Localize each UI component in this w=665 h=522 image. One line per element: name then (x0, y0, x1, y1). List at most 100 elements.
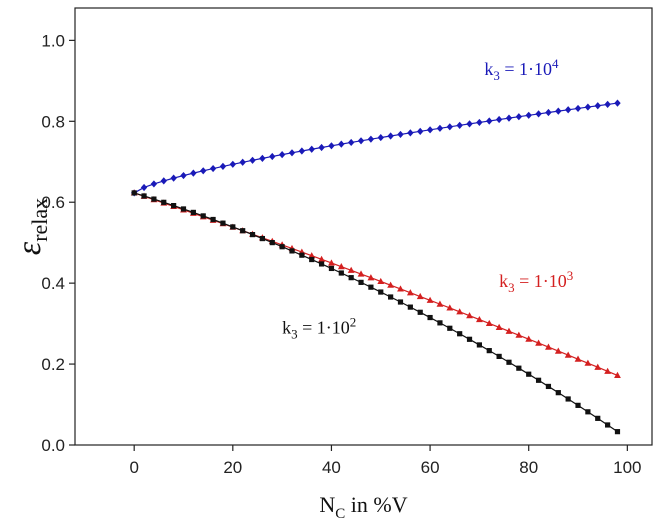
data-point (614, 429, 621, 435)
data-point (574, 104, 582, 113)
data-point (436, 124, 444, 132)
data-point (594, 102, 601, 110)
data-point (397, 285, 404, 292)
data-point (535, 110, 542, 118)
data-point (605, 422, 611, 428)
data-point (230, 224, 236, 230)
data-point (377, 277, 385, 285)
y-tick-label: 0.6 (41, 193, 65, 212)
data-point (426, 296, 434, 303)
series-annotation: k3 = 1·103 (499, 268, 573, 295)
data-point (131, 190, 137, 196)
x-tick-label: 60 (421, 458, 440, 477)
data-point (180, 206, 187, 212)
data-point (584, 359, 592, 366)
series-layer (130, 99, 621, 435)
data-point (141, 193, 147, 199)
data-point (140, 183, 148, 192)
data-point (436, 300, 444, 307)
data-point (171, 203, 177, 209)
data-point (269, 240, 275, 246)
data-point (249, 156, 256, 164)
data-point (210, 216, 216, 223)
x-tick-label: 80 (519, 458, 538, 477)
data-point (466, 312, 473, 319)
data-point (318, 143, 325, 152)
data-point (526, 371, 532, 377)
data-point (161, 199, 167, 205)
series-annotation: k3 = 1·102 (282, 315, 356, 342)
data-point (595, 415, 601, 421)
data-point (446, 123, 454, 131)
data-point (170, 174, 177, 182)
data-point (328, 142, 335, 150)
data-point (505, 327, 513, 334)
y-tick-label: 1.0 (41, 31, 65, 50)
data-point (604, 367, 612, 374)
data-point (555, 390, 561, 396)
x-tick-label: 20 (223, 458, 242, 477)
y-tick-label: 0.2 (41, 355, 65, 374)
data-point (269, 152, 276, 161)
data-point (447, 325, 453, 331)
labels-layer: k3 = 1·104 k3 = 1·103 k3 = 1·102 (282, 56, 573, 342)
data-point (377, 133, 384, 142)
data-point (506, 359, 512, 365)
data-point (584, 103, 592, 111)
x-axis-title: NC in %V (319, 492, 407, 522)
data-point (604, 100, 611, 109)
data-point (279, 244, 285, 250)
data-point (388, 294, 394, 300)
data-point (259, 154, 266, 162)
data-point (535, 339, 542, 346)
data-point (495, 323, 503, 330)
data-point (358, 279, 364, 285)
data-point (417, 309, 423, 315)
data-point (585, 409, 591, 415)
data-point (209, 164, 217, 173)
data-point (496, 353, 502, 360)
data-point (515, 113, 523, 121)
data-point (545, 343, 552, 350)
y-axis-title: εrelax (11, 198, 52, 255)
data-point (614, 371, 621, 379)
data-point (328, 259, 335, 266)
data-point (457, 331, 463, 337)
data-point (575, 402, 581, 408)
x-tick-label: 100 (613, 458, 641, 477)
data-point (475, 315, 483, 323)
data-point (151, 196, 157, 202)
data-point (378, 289, 384, 295)
data-point (564, 106, 572, 114)
data-point (516, 365, 522, 371)
data-point (505, 114, 513, 122)
data-point (220, 220, 226, 226)
data-point (338, 270, 344, 276)
data-point (190, 209, 196, 216)
data-point (525, 335, 533, 342)
data-point (486, 117, 493, 125)
data-point (535, 377, 542, 383)
data-point (416, 292, 424, 300)
data-point (545, 108, 552, 117)
data-point (180, 171, 187, 180)
data-point (347, 266, 355, 273)
data-point (308, 145, 315, 153)
data-point (229, 160, 237, 168)
data-point (240, 228, 246, 234)
series-line (133, 102, 618, 194)
data-point (407, 304, 413, 310)
data-point (150, 180, 158, 188)
data-point (338, 140, 345, 148)
data-point (337, 263, 345, 270)
data-point (347, 138, 355, 147)
data-point (308, 252, 316, 259)
data-point (564, 351, 572, 358)
series-diamond (130, 99, 621, 197)
data-point (476, 342, 482, 348)
data-point (565, 396, 571, 402)
data-point (328, 265, 335, 272)
data-point (545, 383, 552, 390)
data-point (495, 115, 503, 124)
series-square (131, 190, 621, 435)
